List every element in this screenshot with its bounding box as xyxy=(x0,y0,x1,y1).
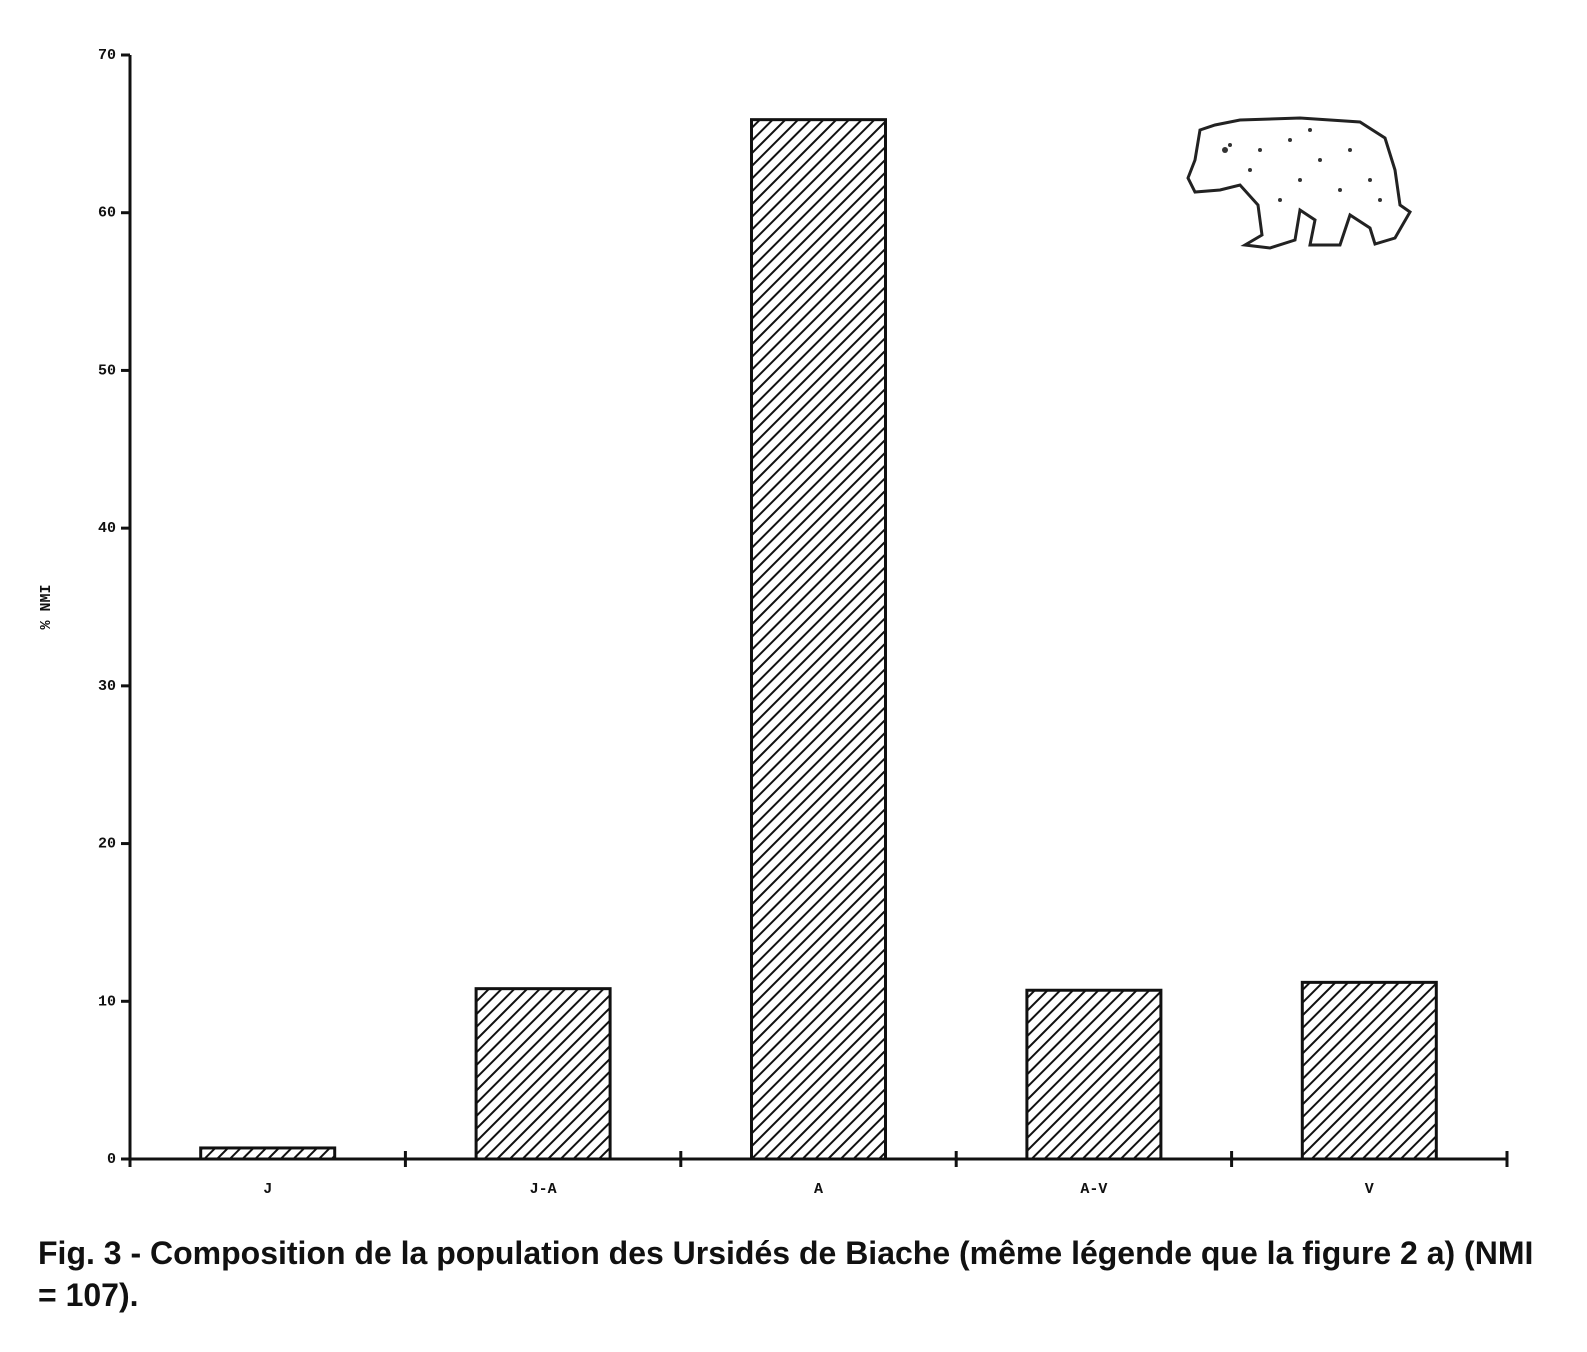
y-tick-label: 40 xyxy=(98,520,116,537)
y-tick-label: 10 xyxy=(98,993,116,1010)
y-axis-label: % NMI xyxy=(38,584,55,629)
y-tick-label: 50 xyxy=(98,362,116,379)
x-tick-label: A xyxy=(814,1181,823,1198)
bar xyxy=(1300,980,1438,1161)
y-tick-label: 0 xyxy=(107,1151,116,1168)
y-tick-label: 20 xyxy=(98,836,116,853)
x-tick-label: V xyxy=(1365,1181,1374,1198)
bar xyxy=(199,1146,337,1161)
bear-illustration xyxy=(1186,116,1412,250)
y-tick-label: 70 xyxy=(98,47,116,64)
bar xyxy=(474,987,612,1161)
y-tick-label: 30 xyxy=(98,678,116,695)
figure-caption: Fig. 3 - Composition de la population de… xyxy=(38,1235,1534,1313)
chart: % NMI 0 10 20 30 40 50 60 70 J J-A A A-V V xyxy=(38,47,1509,1198)
bar xyxy=(750,118,887,1161)
x-tick-label: J xyxy=(263,1181,272,1198)
x-tick-label: A-V xyxy=(1080,1181,1107,1198)
x-tick-label: J-A xyxy=(530,1181,557,1198)
bar xyxy=(1025,988,1163,1161)
y-tick-label: 60 xyxy=(98,205,116,222)
